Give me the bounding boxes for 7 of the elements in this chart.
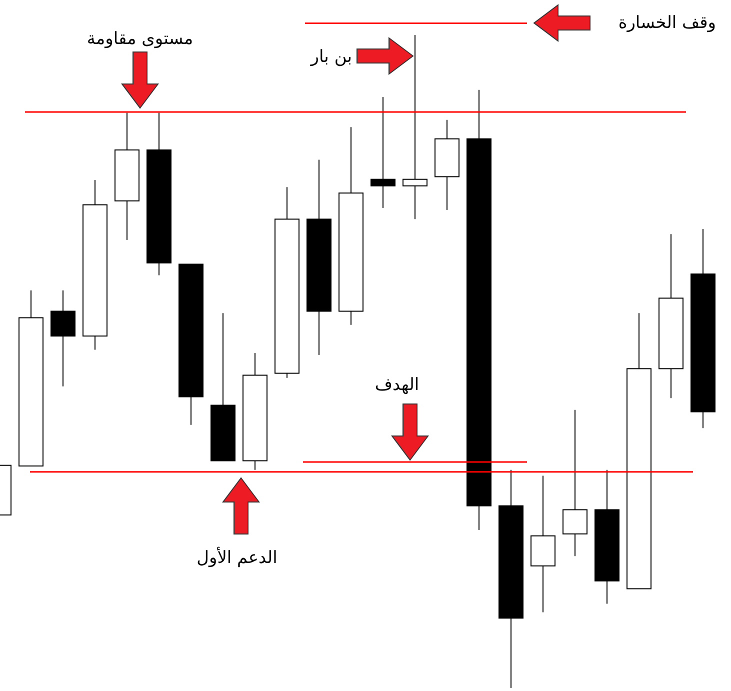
text: وقف الخسارة [618,13,716,33]
candlestick [402,34,428,220]
annotation: الدعم الأول [196,546,278,568]
annotation: الهدف [374,375,420,395]
annotation: مستوى مقاومة [86,29,194,49]
annotation: بن بار [310,47,352,67]
candlestick [370,96,396,209]
